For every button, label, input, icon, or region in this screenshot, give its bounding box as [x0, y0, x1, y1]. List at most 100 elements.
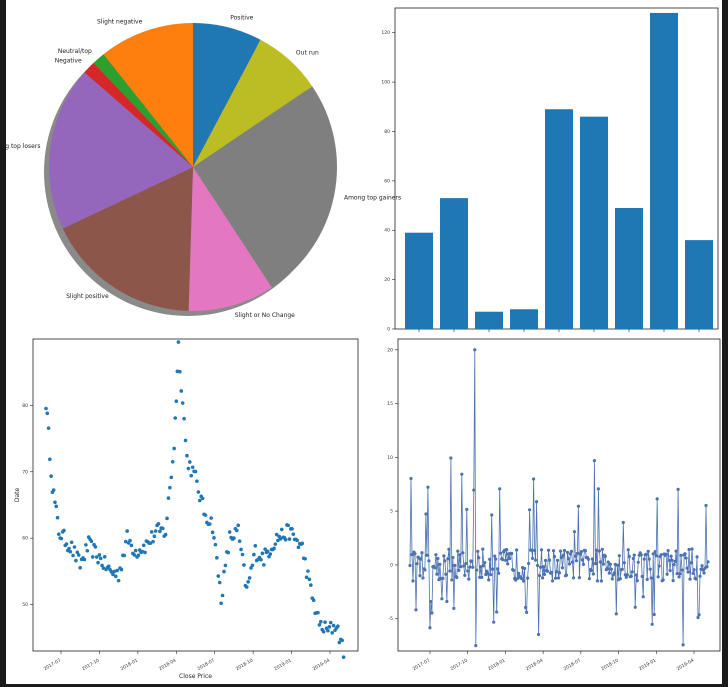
scatter-point: [327, 625, 332, 629]
scatter-point: [300, 541, 305, 546]
scatter-point: [193, 469, 198, 474]
line-marker: [494, 557, 498, 561]
scatter-ytick-label: 80: [22, 403, 28, 409]
line-marker: [413, 552, 417, 556]
line-marker: [571, 576, 576, 580]
line-marker: [444, 572, 448, 576]
line-ytick-label: 15: [387, 401, 393, 407]
line-marker: [539, 548, 544, 552]
scatter-point: [170, 459, 175, 464]
scatter-point: [265, 549, 270, 554]
scatter-plot-frame: [32, 338, 359, 652]
line-marker: [543, 558, 548, 563]
line-marker: [428, 626, 432, 630]
bar: [615, 208, 643, 329]
pie-label: Out run: [296, 49, 319, 56]
line-marker: [676, 487, 680, 491]
line-marker: [695, 555, 699, 559]
scatter-point: [101, 566, 106, 570]
line-marker: [442, 554, 446, 558]
scatter-point: [115, 568, 119, 573]
line-marker: [481, 547, 485, 551]
scatter-point: [196, 490, 201, 494]
line-marker: [564, 573, 569, 577]
scatter-point: [240, 552, 245, 557]
bar: [510, 309, 538, 329]
line-marker: [468, 565, 472, 569]
line-marker: [497, 571, 501, 575]
line-marker: [653, 549, 657, 554]
scatter-point: [45, 411, 50, 416]
line-marker: [427, 559, 431, 563]
scatter-point: [237, 539, 242, 543]
bar-ytick-label: 40: [384, 228, 390, 234]
line-marker: [542, 572, 547, 576]
scatter-point: [290, 527, 294, 531]
line-xtick-label: 2018-01: [487, 657, 506, 672]
scatter-point: [252, 552, 256, 557]
line-marker: [579, 550, 584, 554]
line-marker: [630, 570, 634, 574]
line-marker: [532, 548, 537, 553]
line-marker: [426, 485, 430, 489]
line-marker: [489, 573, 493, 577]
scatter-point: [186, 466, 191, 471]
line-marker: [440, 597, 444, 601]
line-xtick-label: 2019-01: [638, 657, 657, 672]
line-marker: [523, 566, 527, 571]
line-marker: [622, 561, 626, 565]
scatter-point: [223, 563, 228, 568]
line-marker: [441, 576, 445, 581]
line-marker: [425, 553, 429, 557]
scatter-point: [133, 548, 138, 553]
line-marker: [448, 569, 452, 573]
line-marker: [408, 563, 412, 568]
line-marker: [516, 576, 520, 580]
bar: [475, 311, 503, 329]
line-marker: [614, 612, 618, 616]
scatter-point: [182, 416, 186, 421]
line-marker: [577, 576, 582, 580]
line-marker: [688, 577, 692, 581]
line-marker: [590, 557, 594, 561]
pie-slice: [193, 39, 313, 167]
scatter-point: [247, 576, 252, 580]
scatter-point: [209, 516, 213, 520]
line-marker: [603, 554, 607, 558]
scatter-point: [210, 530, 215, 535]
line-marker: [461, 551, 465, 555]
scatter-point: [259, 557, 263, 562]
line-marker: [665, 572, 669, 576]
line-marker: [644, 552, 648, 556]
scatter-ylabel: Date: [14, 488, 21, 503]
scatter-point: [213, 542, 218, 547]
scatter-point: [156, 522, 161, 526]
scatter-point: [68, 549, 73, 554]
scatter-point: [94, 555, 99, 559]
scatter-ytick-label: 70: [22, 469, 28, 475]
scatter-point: [85, 548, 90, 553]
line-marker: [466, 569, 470, 573]
line-marker: [430, 611, 434, 615]
scatter-point: [84, 543, 88, 547]
line-chart: 20 15 10 5 0 -5 2017-07 2017-10 2018-01 2018-04 20…: [387, 338, 721, 672]
scatter-point: [195, 479, 199, 483]
line-marker: [569, 549, 574, 553]
line-marker: [593, 562, 597, 566]
line-marker: [414, 608, 418, 612]
pie-slice: [188, 167, 272, 311]
line-ytick-label: 5: [390, 509, 393, 515]
scatter-point: [173, 416, 178, 420]
scatter-point: [106, 564, 111, 569]
scatter-point: [111, 572, 115, 577]
figure-svg: Positive Out run Among top gainers Slight o…: [6, 7, 721, 680]
scatter-point: [260, 551, 265, 556]
scatter-point: [272, 546, 276, 551]
scatter-point: [183, 438, 188, 443]
scatter-point: [160, 526, 165, 531]
line-marker: [609, 567, 613, 571]
line-marker: [687, 547, 691, 552]
scatter-point: [340, 638, 344, 643]
scatter-point: [119, 567, 124, 572]
line-marker: [678, 572, 682, 576]
